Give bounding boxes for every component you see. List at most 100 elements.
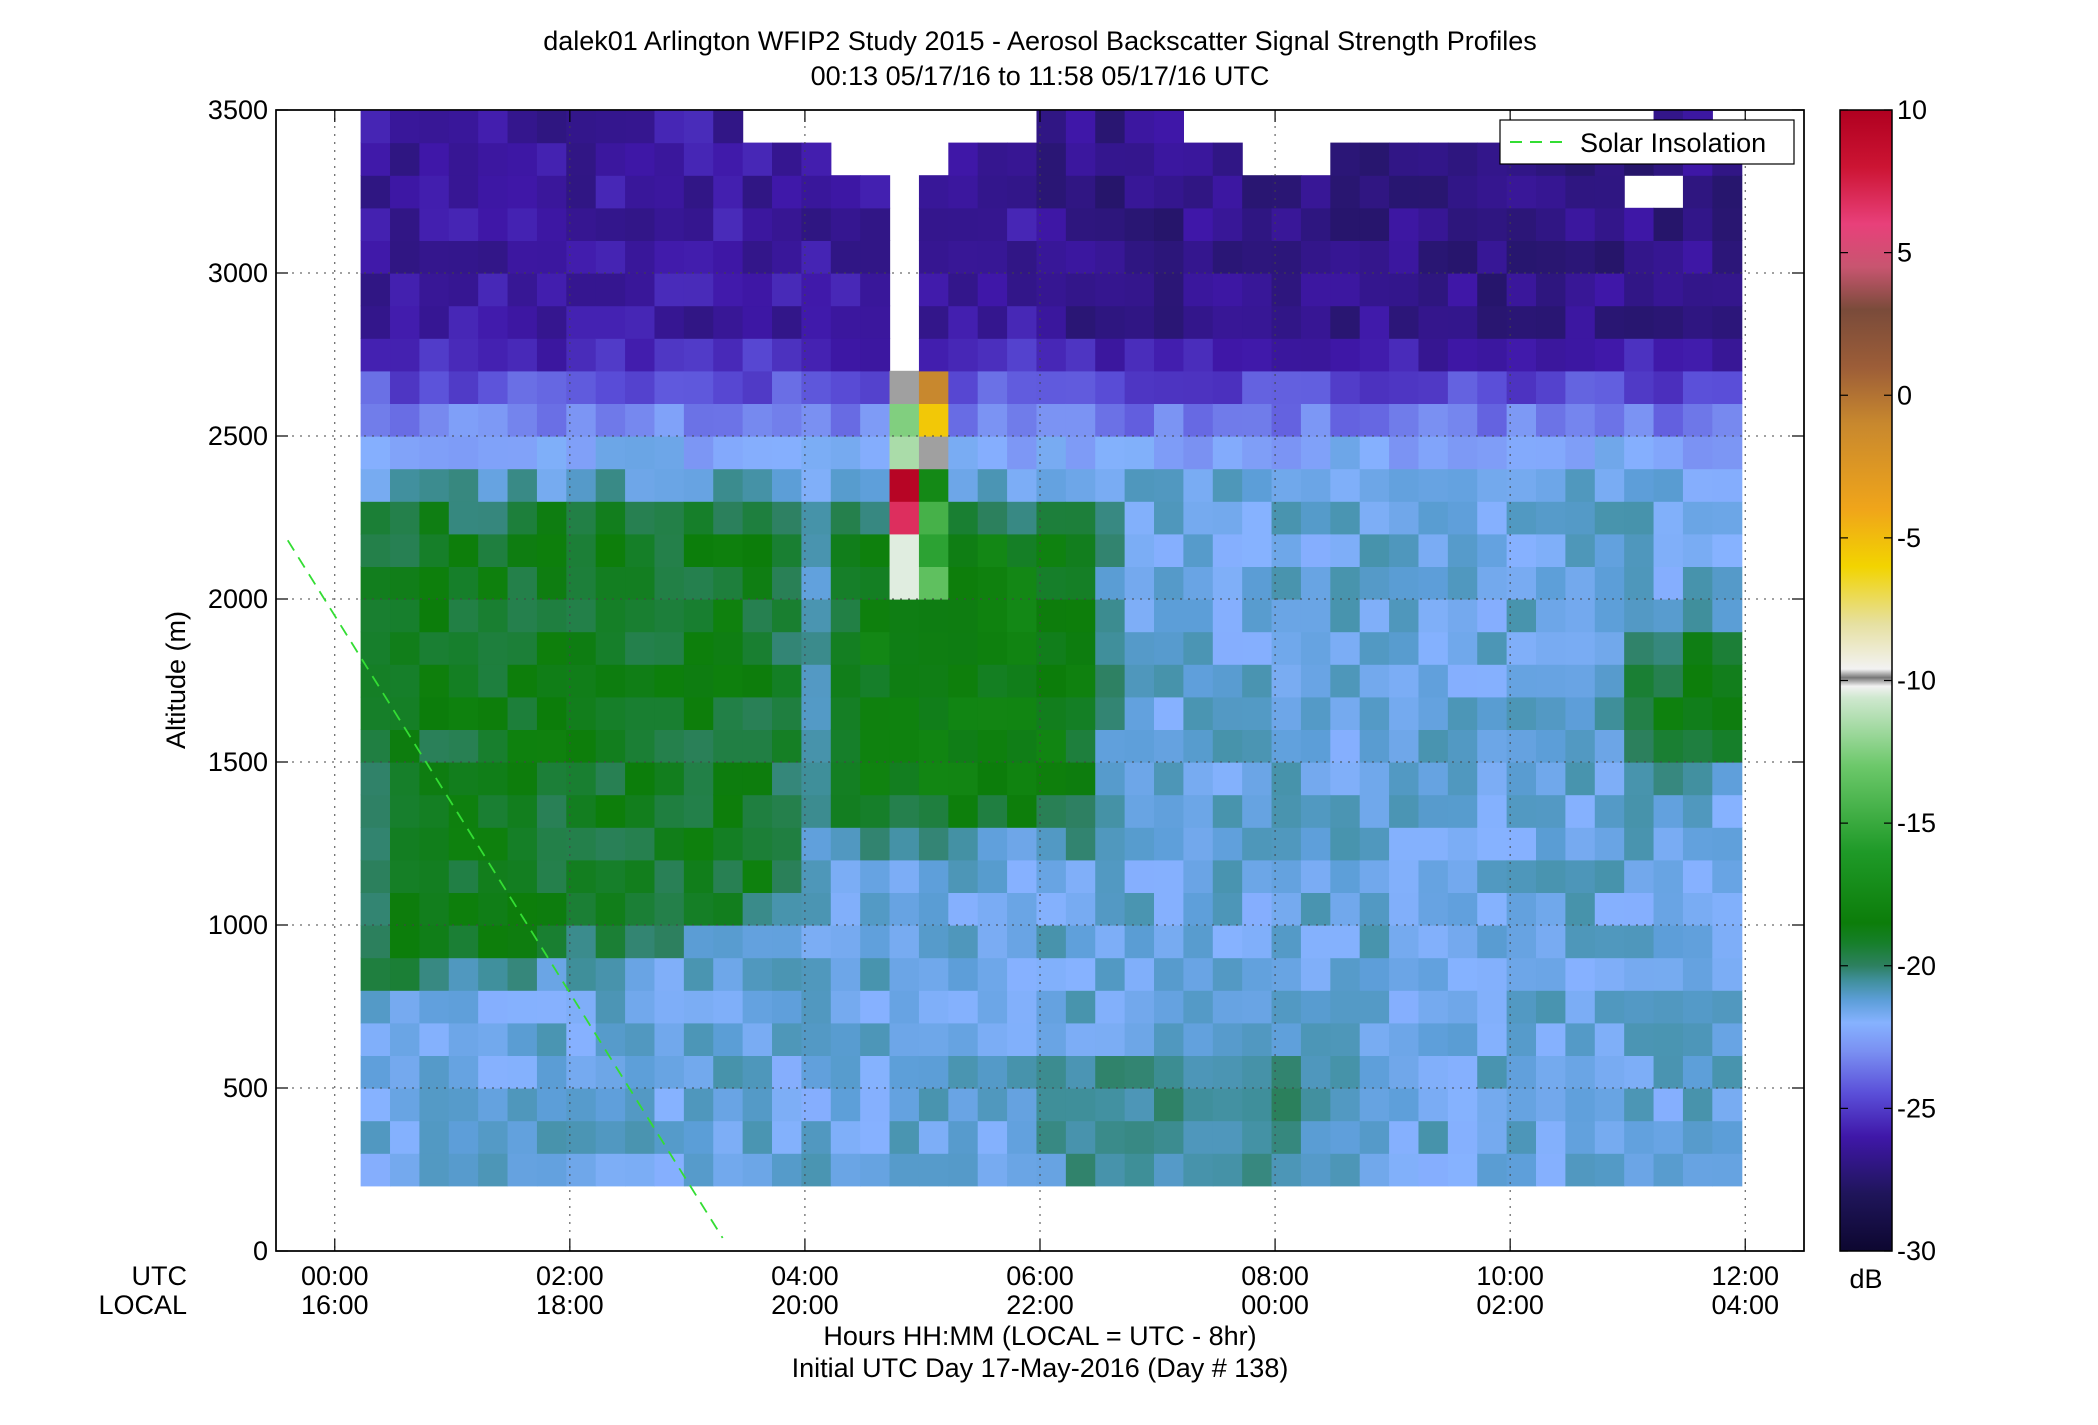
heatmap-cell xyxy=(1624,957,1655,991)
heatmap-cell xyxy=(742,240,773,274)
heatmap-cell xyxy=(772,207,802,241)
heatmap-cell xyxy=(1154,892,1184,926)
heatmap-cell xyxy=(1594,1088,1625,1122)
heatmap-cell xyxy=(1682,305,1713,339)
heatmap-cell xyxy=(1389,957,1420,991)
heatmap-cell xyxy=(1389,533,1420,567)
heatmap-cell xyxy=(419,175,450,209)
heatmap-cell xyxy=(1036,892,1067,926)
heatmap-cell xyxy=(625,207,656,241)
heatmap-cell xyxy=(742,762,773,796)
heatmap-cell xyxy=(742,338,773,372)
heatmap-cell xyxy=(1183,1055,1214,1089)
heatmap-cell xyxy=(860,762,891,796)
heatmap-cell xyxy=(1065,175,1096,209)
heatmap-cell xyxy=(1653,468,1684,502)
heatmap-cell xyxy=(1242,859,1273,893)
heatmap-cell xyxy=(419,925,450,959)
heatmap-cell xyxy=(390,175,420,209)
heatmap-cell xyxy=(1565,1055,1596,1089)
colorbar-tick-label: 10 xyxy=(1897,95,1927,125)
heatmap-cell xyxy=(918,925,949,959)
heatmap-cell xyxy=(507,175,538,209)
heatmap-cell xyxy=(1271,338,1302,372)
heatmap-cell xyxy=(654,273,685,307)
heatmap-cell xyxy=(1154,240,1184,274)
heatmap-cell xyxy=(1359,338,1390,372)
heatmap-cell xyxy=(536,273,567,307)
heatmap-cell xyxy=(948,990,979,1024)
heatmap-cell xyxy=(772,142,802,176)
heatmap-cell xyxy=(478,925,509,959)
heatmap-cell xyxy=(1271,533,1302,567)
heatmap-cell xyxy=(1065,338,1096,372)
heatmap-cell xyxy=(1447,403,1478,437)
heatmap-cell xyxy=(1477,794,1508,828)
heatmap-cell xyxy=(1036,305,1067,339)
heatmap-cell xyxy=(1271,1055,1302,1089)
heatmap-cell xyxy=(1330,631,1361,665)
heatmap-cell xyxy=(948,370,979,404)
heatmap-cell xyxy=(507,827,538,861)
heatmap-cell xyxy=(1506,533,1537,567)
heatmap-cell xyxy=(654,892,685,926)
heatmap-cell xyxy=(1624,338,1655,372)
heatmap-cell xyxy=(801,892,832,926)
heatmap-cell xyxy=(448,436,479,470)
heatmap-cell xyxy=(448,762,479,796)
heatmap-cell xyxy=(1183,859,1214,893)
heatmap-cell xyxy=(889,1055,920,1089)
heatmap-cell xyxy=(1565,175,1596,209)
heatmap-cell xyxy=(1065,696,1096,730)
heatmap-cell xyxy=(566,468,597,502)
heatmap-cell xyxy=(507,762,538,796)
heatmap-cell xyxy=(1300,370,1331,404)
heatmap-cell xyxy=(1477,631,1508,665)
heatmap-cell xyxy=(977,403,1008,437)
heatmap-cell xyxy=(478,533,509,567)
heatmap-cell xyxy=(595,436,626,470)
heatmap-cell xyxy=(1036,957,1067,991)
heatmap-cell xyxy=(948,827,979,861)
heatmap-cell xyxy=(948,273,979,307)
heatmap-cell xyxy=(977,142,1008,176)
heatmap-cell xyxy=(1154,696,1184,730)
heatmap-cell xyxy=(1124,859,1155,893)
heatmap-cell xyxy=(948,957,979,991)
heatmap-cell xyxy=(683,599,714,633)
heatmap-cell xyxy=(566,305,597,339)
heatmap-cell xyxy=(536,436,567,470)
heatmap-cell xyxy=(1300,599,1331,633)
heatmap-cell xyxy=(1712,859,1743,893)
heatmap-cell xyxy=(1271,957,1302,991)
heatmap-cell xyxy=(1124,729,1155,763)
heatmap-cell xyxy=(1095,110,1126,144)
heatmap-cell xyxy=(654,175,685,209)
heatmap-cell xyxy=(419,110,450,144)
heatmap-cell xyxy=(1653,859,1684,893)
heatmap-cell xyxy=(419,1022,450,1056)
heatmap-cell xyxy=(1477,175,1508,209)
heatmap-cell xyxy=(1653,664,1684,698)
heatmap-cell xyxy=(1271,827,1302,861)
heatmap-cell xyxy=(1007,566,1038,600)
heatmap-cell xyxy=(1682,566,1713,600)
heatmap-cell xyxy=(419,501,450,535)
heatmap-cell xyxy=(1330,468,1361,502)
heatmap-cell xyxy=(1095,729,1126,763)
heatmap-cell xyxy=(889,990,920,1024)
heatmap-cell xyxy=(507,664,538,698)
heatmap-cell xyxy=(1183,533,1214,567)
heatmap-cell xyxy=(507,925,538,959)
heatmap-cell xyxy=(1242,892,1273,926)
heatmap-cell xyxy=(1389,1088,1420,1122)
heatmap-cell xyxy=(1212,925,1243,959)
heatmap-cell xyxy=(1682,207,1713,241)
heatmap-cell xyxy=(1124,1153,1155,1187)
heatmap-cell xyxy=(1389,827,1420,861)
y-tick-label: 2500 xyxy=(208,421,268,451)
heatmap-cell xyxy=(1712,664,1743,698)
heatmap-cell xyxy=(1565,1088,1596,1122)
heatmap-cell xyxy=(683,468,714,502)
heatmap-cell xyxy=(1594,1153,1625,1187)
